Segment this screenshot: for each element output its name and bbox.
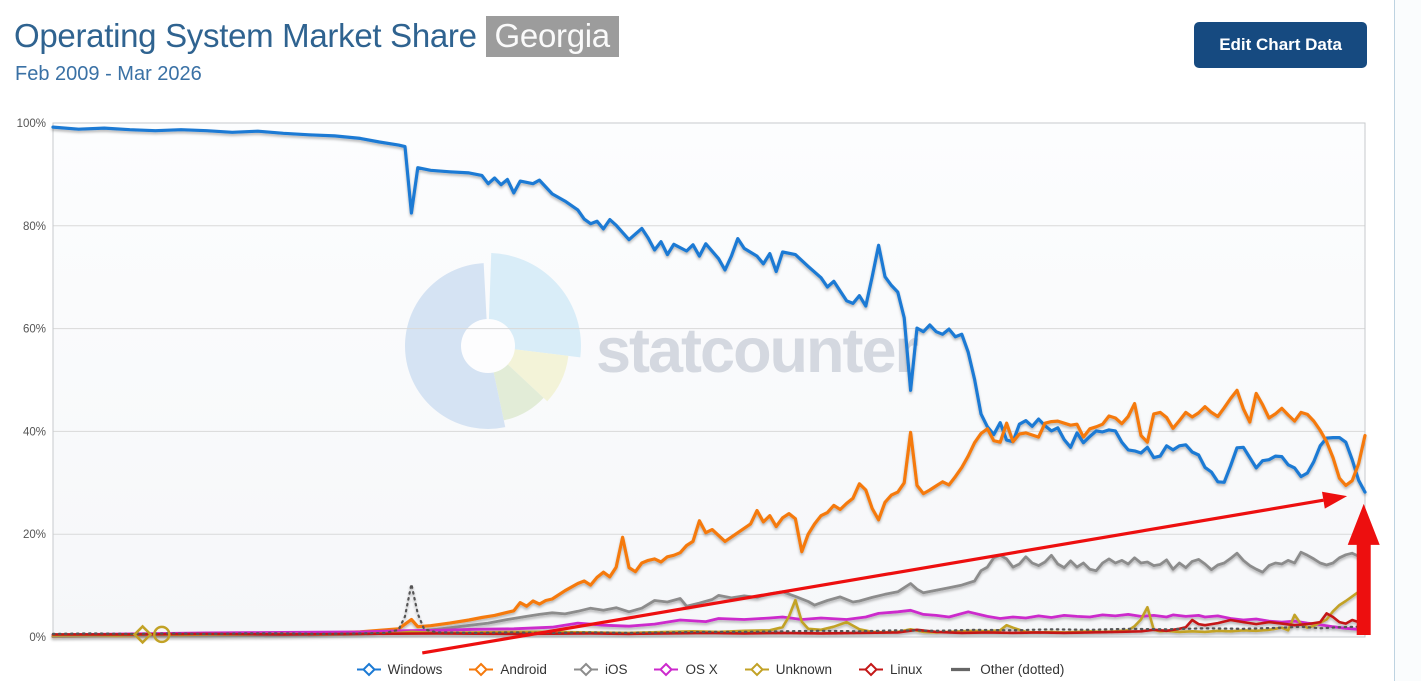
legend-item-linux[interactable]: Linux xyxy=(859,662,922,677)
legend-label: Linux xyxy=(890,662,923,677)
series-line-ios[interactable] xyxy=(51,550,1367,638)
diamond-marker-icon xyxy=(469,662,494,677)
series-line-other-dotted[interactable] xyxy=(51,582,1367,636)
legend-label: Unknown xyxy=(775,662,833,677)
watermark-text: statcounter xyxy=(596,316,919,386)
series-line-android[interactable] xyxy=(51,388,1367,639)
legend-label: OS X xyxy=(685,662,718,677)
y-axis-tick-label: 60% xyxy=(23,324,46,336)
legend-item-android[interactable]: Android xyxy=(469,662,547,677)
statcounter-watermark: statcounter xyxy=(404,253,921,429)
legend-item-unknown[interactable]: Unknown xyxy=(744,662,833,677)
legend-item-ios[interactable]: iOS xyxy=(573,662,628,677)
watermark-logo-segment xyxy=(404,263,506,429)
trend-arrow-head xyxy=(1322,491,1348,509)
page-title-text: Operating System Market Share xyxy=(14,17,477,54)
legend-item-os-x[interactable]: OS X xyxy=(654,662,718,677)
legend-label: Android xyxy=(500,662,547,677)
page-title-region-highlight: Georgia xyxy=(485,16,619,57)
series-point-marker-diamond[interactable] xyxy=(132,624,153,645)
y-axis-tick-label: 100% xyxy=(17,118,46,130)
legend-item-windows[interactable]: Windows xyxy=(356,662,443,677)
page-right-divider xyxy=(1394,0,1395,681)
y-axis-tick-label: 80% xyxy=(23,221,46,233)
legend-label: iOS xyxy=(604,662,628,677)
legend-label: Windows xyxy=(387,662,443,677)
plot-border xyxy=(52,122,1366,638)
plot-area xyxy=(53,123,1365,637)
diamond-marker-icon xyxy=(654,662,679,677)
series-point-marker-circle[interactable] xyxy=(153,625,171,644)
surge-arrow-up xyxy=(1347,503,1380,635)
diamond-marker-icon xyxy=(573,662,598,677)
legend-item-other-dotted[interactable]: Other (dotted) xyxy=(949,662,1064,677)
y-axis-tick-label: 20% xyxy=(23,529,46,541)
watermark-logo-segment xyxy=(488,253,581,358)
page-title: Operating System Market Share Georgia xyxy=(14,14,619,58)
diamond-marker-icon xyxy=(356,662,381,677)
y-axis-tick-label: 0% xyxy=(29,632,46,644)
diamond-marker-icon xyxy=(859,662,884,677)
dash-marker-icon xyxy=(951,667,971,672)
page-right-gutter xyxy=(1395,0,1421,681)
date-range-subtitle: Feb 2009 - Mar 2026 xyxy=(15,63,202,85)
diamond-marker-icon xyxy=(744,662,769,677)
watermark-logo-hole xyxy=(461,319,515,373)
legend-label: Other (dotted) xyxy=(980,662,1065,677)
series-line-linux[interactable] xyxy=(51,612,1367,636)
edit-chart-data-button[interactable]: Edit Chart Data xyxy=(1194,22,1367,68)
y-axis-tick-label: 40% xyxy=(23,426,46,438)
series-line-windows[interactable] xyxy=(51,125,1367,494)
trend-arrow-line xyxy=(422,498,1324,655)
chart-legend: Windows Android iOS OS X Unknown Linux Other (… xyxy=(0,658,1421,681)
